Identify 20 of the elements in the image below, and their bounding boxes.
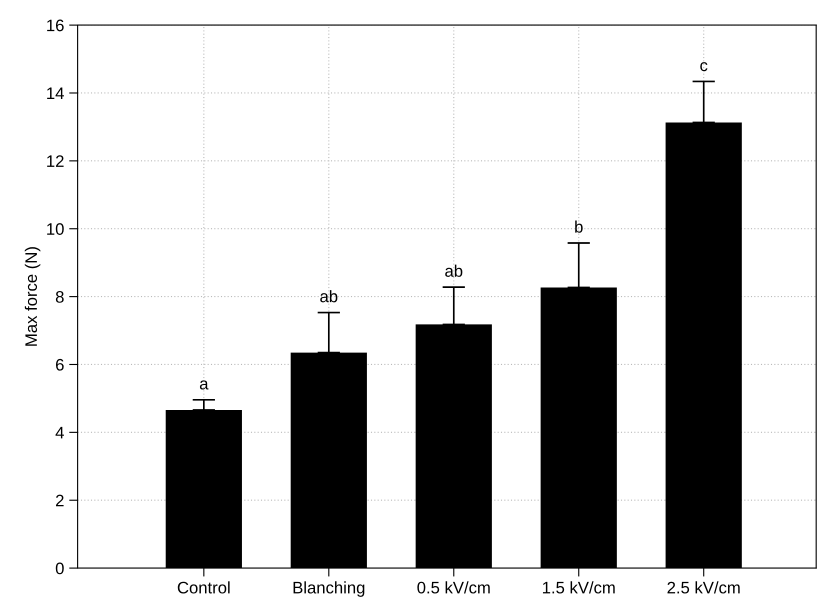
x-tick-label: Control <box>178 581 230 594</box>
annotation: ab <box>445 264 462 277</box>
x-tick-label: 0.5 kV/cm <box>417 581 490 594</box>
x-tick-label: Blanching <box>294 581 364 597</box>
annotation: a <box>200 380 208 390</box>
y-tick-label: 14 <box>47 88 64 100</box>
y-tick-label: 10 <box>47 223 64 235</box>
y-tick-label: 8 <box>56 291 64 303</box>
y-tick-label: 0 <box>56 562 64 574</box>
x-tick-label: 2.5 kV/cm <box>668 581 740 594</box>
y-tick-label: 2 <box>56 494 64 506</box>
y-tick-label: 4 <box>56 426 64 438</box>
annotation: ab <box>320 290 338 302</box>
annotation: c <box>700 62 708 72</box>
y-tick-label: 6 <box>56 358 64 371</box>
y-tick-label: 12 <box>47 155 64 167</box>
annotation: b <box>575 220 583 233</box>
y-axis-title: Max force (N) <box>24 247 40 346</box>
x-tick-label: 1.5 kV/cm <box>542 581 615 594</box>
y-tick-label: 16 <box>47 20 64 32</box>
